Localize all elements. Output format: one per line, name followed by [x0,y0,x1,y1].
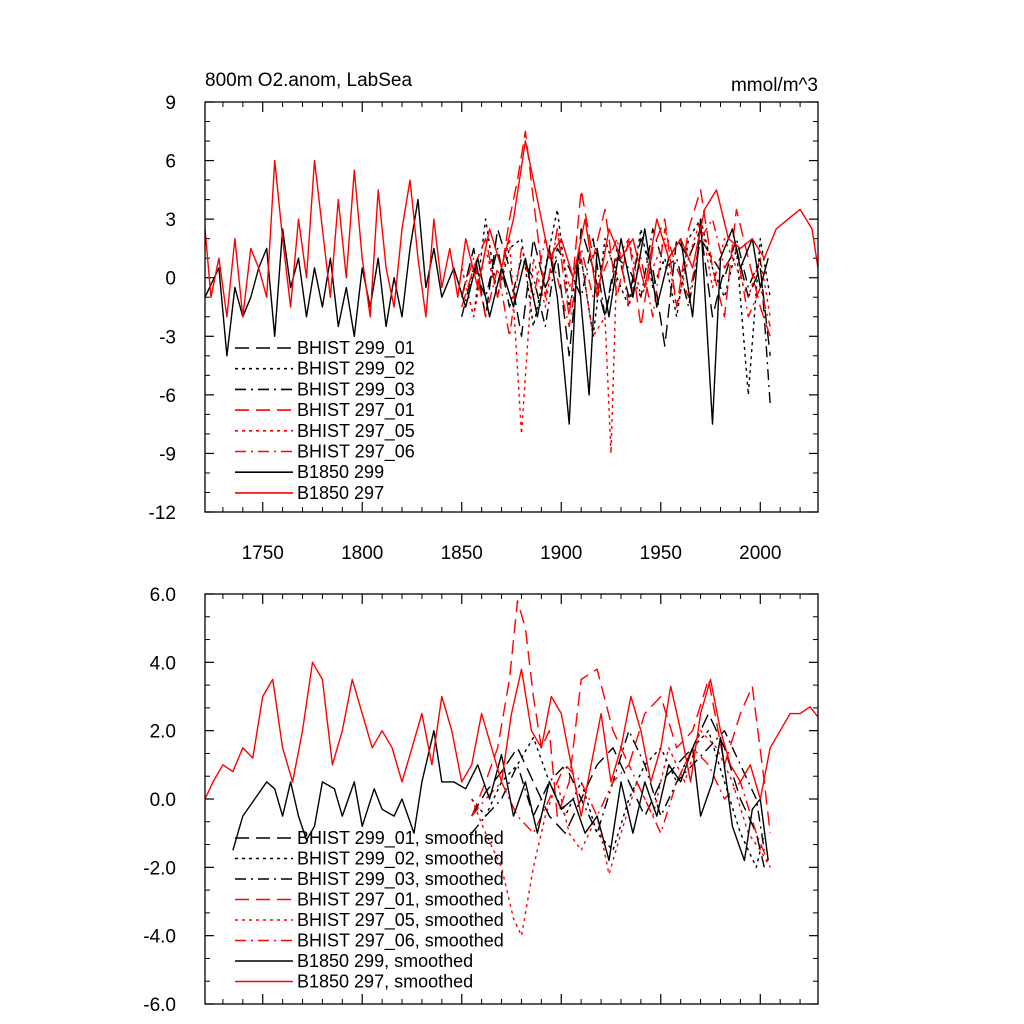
y-tick-label: 4.0 [150,653,176,674]
y-tick-label: 6.0 [150,585,176,606]
legend-label: BHIST 299_02 [297,359,415,380]
series-line-5 [461,218,771,337]
y-tick-label: -6 [159,386,176,407]
legend-label: B1850 297, smoothed [297,972,473,992]
legend-label: BHIST 297_06, smoothed [297,931,504,952]
series-line-1 [461,208,771,396]
series-line-6 [204,198,769,425]
legend-label: B1850 299, smoothed [297,951,473,971]
legend-label: BHIST 299_01 [297,338,415,359]
legend-label: BHIST 299_03 [297,379,415,400]
legend-label: BHIST 299_03, smoothed [297,869,504,890]
series-line-7 [204,661,819,817]
legend-label: BHIST 297_05 [297,421,415,442]
y-tick-label: -12 [149,503,176,524]
y-tick-label: 0 [165,269,176,290]
x-tick-label: 1950 [640,543,682,564]
legend-label: BHIST 297_01 [297,400,415,421]
y-tick-label: 0.0 [150,790,176,811]
series-line-5 [471,747,771,868]
x-tick-label: 1750 [242,543,284,564]
y-tick-label: 9 [165,93,176,114]
top-series-lines [204,130,819,455]
top-panel: 800m O2.anom, LabSea mmol/m^3 -12 -9 -6 -3 0… [149,70,819,564]
y-tick-label: 6 [165,152,176,173]
x-tick-label: 1900 [540,543,582,564]
series-line-4 [461,218,771,455]
top-plot-frame [204,101,819,513]
bottom-panel: -6.0 -4.0 -2.0 0.0 2.0 4.0 6.0 BHIST 299_01, s… [143,585,819,1016]
series-line-4 [471,730,771,937]
y-tick-label: -4.0 [143,927,176,948]
y-tick-label: 2.0 [150,722,176,743]
top-title: 800m O2.anom, LabSea [205,70,412,91]
bottom-ticks: -6.0 -4.0 -2.0 0.0 2.0 4.0 6.0 [143,585,818,1016]
series-line-0 [471,712,765,868]
legend-label: B1850 297 [297,483,384,503]
y-tick-label: -6.0 [143,995,176,1016]
series-line-7 [204,140,819,318]
y-tick-label: -9 [159,444,176,465]
y-tick-label: -3 [159,327,176,348]
top-ticks: -12 -9 -6 -3 0 3 6 9 1750 1800 1850 1900 1950 2000 [149,93,818,564]
legend-label: BHIST 297_05, smoothed [297,910,504,931]
x-tick-label: 1800 [341,543,383,564]
y-tick-label: 3 [165,210,176,231]
y-tick-label: -2.0 [143,858,176,879]
legend-label: BHIST 299_02, smoothed [297,849,504,870]
legend-label: BHIST 299_01, smoothed [297,828,504,849]
top-units: mmol/m^3 [731,75,818,96]
legend-label: BHIST 297_06 [297,442,415,463]
bottom-series-lines [204,600,819,937]
bottom-plot-frame [204,593,819,1005]
series-line-3 [461,130,771,337]
legend-label: B1850 299 [297,462,384,482]
x-tick-label: 2000 [739,543,781,564]
x-tick-label: 1850 [441,543,483,564]
legend-label: BHIST 297_01, smoothed [297,890,504,911]
